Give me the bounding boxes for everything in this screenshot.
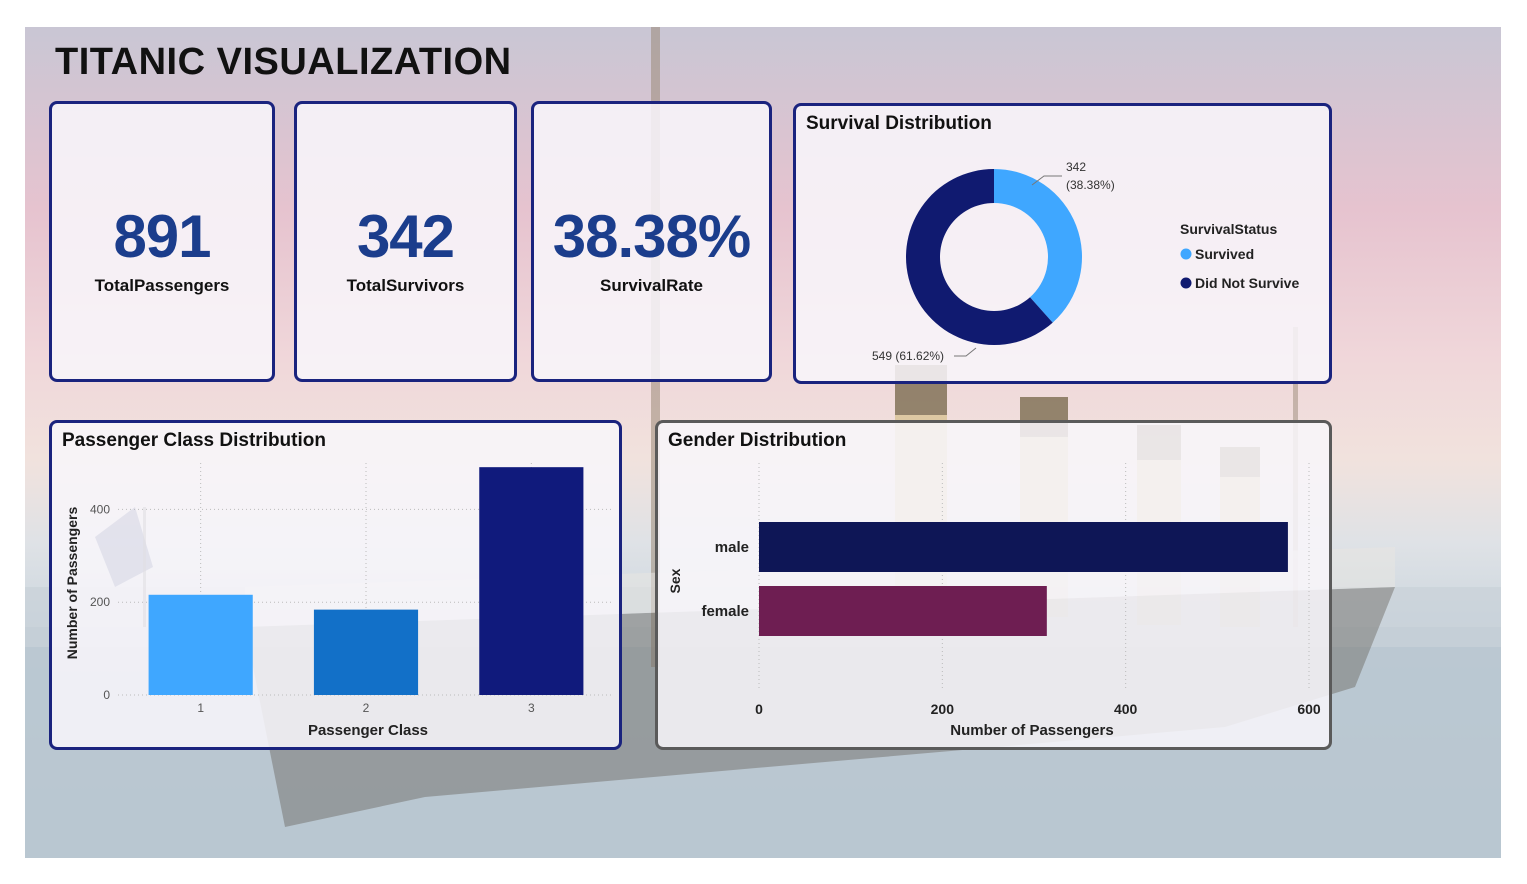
kpi-card-total-survivors[interactable]: 342 TotalSurvivors	[294, 101, 517, 382]
chart-title: Survival Distribution	[806, 113, 992, 134]
x-tick-label: 400	[1114, 701, 1138, 717]
chart-title: Passenger Class Distribution	[62, 430, 326, 451]
legend-title: SurvivalStatus	[1180, 221, 1277, 237]
page-title: TITANIC VISUALIZATION	[55, 41, 512, 83]
donut-slice-survived[interactable]	[994, 169, 1082, 323]
kpi-card-survival-rate[interactable]: 38.38% SurvivalRate	[531, 101, 772, 382]
x-tick-label: 0	[755, 701, 763, 717]
gender-distribution-visual[interactable]: Gender Distribution 0 200 400 600 male female…	[655, 420, 1332, 750]
bar-female[interactable]	[759, 586, 1047, 636]
donut-slice-did-not-survive[interactable]	[906, 169, 1053, 345]
y-axis-title: Sex	[667, 568, 683, 593]
y-tick-label: female	[701, 603, 749, 620]
x-axis-title: Passenger Class	[308, 722, 428, 739]
legend-item-survived[interactable]: Survived	[1180, 246, 1255, 262]
chart-title: Gender Distribution	[668, 430, 847, 451]
x-tick-label: 200	[931, 701, 955, 717]
passenger-class-visual[interactable]: Passenger Class Distribution 0 200 400 1 2 3 …	[49, 420, 622, 750]
legend-marker	[1180, 277, 1192, 289]
legend-label: Did Not Survive	[1195, 275, 1299, 291]
x-tick-label: 1	[197, 701, 204, 715]
kpi-label: TotalSurvivors	[346, 276, 465, 295]
bar-class-1[interactable]	[148, 594, 253, 695]
survived-leader-line	[1031, 175, 1062, 186]
legend-marker	[1180, 248, 1192, 260]
legend-label: Survived	[1195, 246, 1254, 262]
kpi-label: SurvivalRate	[600, 276, 703, 295]
y-tick-label: male	[715, 539, 749, 556]
bar-male[interactable]	[759, 522, 1288, 572]
not-survived-leader-line	[954, 347, 977, 357]
x-tick-label: 600	[1297, 701, 1321, 717]
x-tick-label: 3	[528, 701, 535, 715]
survived-data-label-pct: (38.38%)	[1066, 178, 1115, 192]
x-tick-label: 2	[363, 701, 370, 715]
bar-class-2[interactable]	[313, 609, 419, 695]
x-axis-title: Number of Passengers	[950, 722, 1113, 739]
not-survived-data-label: 549 (61.62%)	[872, 349, 944, 363]
survived-data-label: 342	[1066, 160, 1086, 174]
y-tick-label: 200	[90, 595, 110, 609]
bar-class-3[interactable]	[479, 467, 584, 695]
kpi-value: 891	[113, 203, 211, 270]
legend-item-did-not-survive[interactable]: Did Not Survive	[1180, 275, 1300, 291]
y-tick-label: 0	[103, 688, 110, 702]
y-tick-label: 400	[90, 502, 110, 516]
kpi-value: 38.38%	[552, 203, 752, 270]
gender-bar-chart: 0 200 400 600 male female Sex Number of Passe…	[667, 463, 1321, 739]
survival-distribution-visual[interactable]: Survival Distribution 342 (38.38%) 549 (…	[793, 103, 1332, 384]
survival-donut-chart: 342 (38.38%) 549 (61.62%) SurvivalStatus…	[872, 160, 1300, 363]
kpi-value: 342	[356, 203, 455, 270]
kpi-label: TotalPassengers	[94, 276, 230, 295]
kpi-card-total-passengers[interactable]: 891 TotalPassengers	[49, 101, 275, 382]
y-axis-title: Number of Passengers	[64, 507, 80, 660]
report-canvas: TITANIC VISUALIZATION 891 TotalPassenger…	[25, 27, 1501, 858]
passenger-class-bar-chart: 0 200 400 1 2 3 Number of Passengers Passenge…	[64, 463, 614, 739]
